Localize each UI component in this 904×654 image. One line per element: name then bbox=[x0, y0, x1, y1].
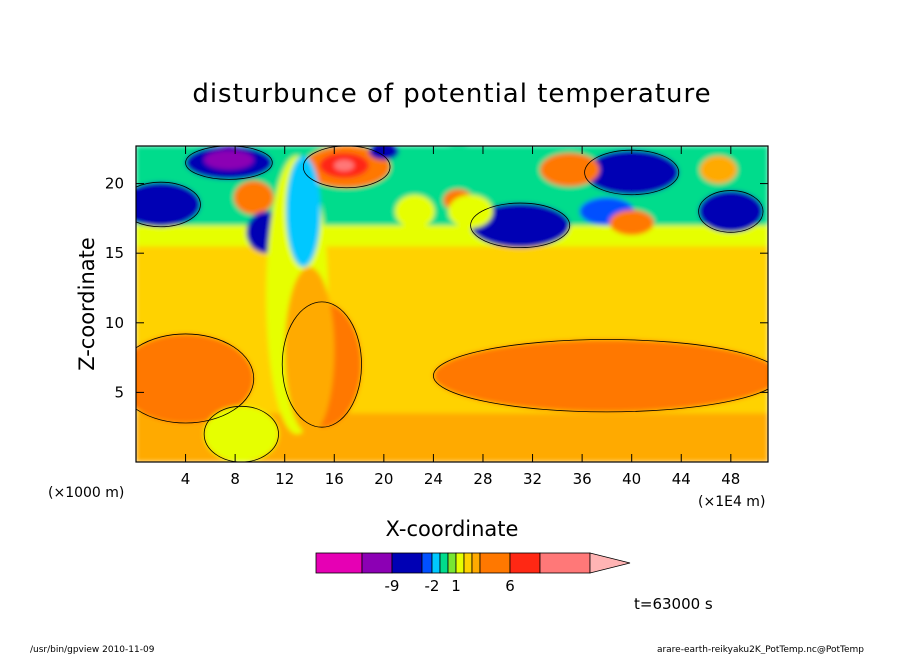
colorbar-segment bbox=[361, 552, 393, 574]
field-blob bbox=[136, 182, 201, 227]
field-blob bbox=[699, 155, 738, 184]
colorbar-segment bbox=[471, 552, 481, 574]
x-tick-label: 36 bbox=[573, 470, 592, 488]
colorbar-segment bbox=[391, 552, 423, 574]
colorbar-segment bbox=[509, 552, 541, 574]
field-blob bbox=[484, 208, 544, 234]
chart-title: disturbunce of potential temperature bbox=[192, 79, 711, 109]
colorbar-segment bbox=[315, 552, 363, 574]
contour-line bbox=[185, 146, 273, 180]
colorbar-segment bbox=[439, 552, 449, 574]
field-blob bbox=[334, 159, 355, 172]
colorbar-arrow bbox=[589, 552, 631, 574]
footer-file-name: arare-earth-reikyaku2K_PotTemp.nc@PotTem… bbox=[657, 645, 864, 654]
field-blob bbox=[698, 190, 764, 233]
x-axis-ticks: 4 8 12 16 20 24 28 32 36 40 44 48 bbox=[181, 146, 740, 488]
contour-line bbox=[281, 301, 362, 428]
x-tick-label: 48 bbox=[721, 470, 740, 488]
colorbar-segment bbox=[447, 552, 457, 574]
colorbar-segment bbox=[455, 552, 465, 574]
contour-field bbox=[136, 146, 768, 462]
y-tick-label: 15 bbox=[105, 244, 124, 262]
field-blob bbox=[394, 194, 435, 229]
y-axis-label: Z-coordinate bbox=[75, 237, 99, 371]
field-blob bbox=[448, 194, 493, 229]
x-tick-label: 20 bbox=[374, 470, 393, 488]
x-unit-label: (×1000 m) bbox=[48, 485, 124, 501]
colorbar: -9 -2 1 6 bbox=[315, 552, 631, 595]
field-layers bbox=[136, 146, 768, 462]
x-tick-label: 4 bbox=[181, 470, 191, 488]
contour-line bbox=[698, 190, 764, 233]
colorbar-tick-label: -2 bbox=[425, 577, 440, 595]
x-tick-label: 24 bbox=[424, 470, 443, 488]
contour-lines bbox=[136, 146, 768, 462]
field-blob bbox=[584, 150, 679, 195]
x-tick-label: 28 bbox=[473, 470, 492, 488]
colorbar-segment bbox=[431, 552, 441, 574]
plot-frame bbox=[135, 145, 769, 463]
field-blob bbox=[204, 150, 254, 170]
field-blob bbox=[433, 146, 483, 173]
colorbar-segment bbox=[539, 552, 591, 574]
x-scale-label: (×1E4 m) bbox=[698, 494, 765, 510]
x-tick-label: 40 bbox=[622, 470, 641, 488]
x-axis-label: X-coordinate bbox=[386, 517, 519, 541]
time-label: t=63000 s bbox=[634, 595, 713, 613]
field-blob bbox=[321, 428, 446, 462]
x-tick-label: 12 bbox=[275, 470, 294, 488]
field-blob bbox=[609, 210, 654, 236]
contour-line bbox=[136, 333, 255, 424]
y-tick-label: 10 bbox=[105, 314, 124, 332]
field-blob bbox=[204, 406, 279, 462]
colorbar-tick-label: 1 bbox=[451, 577, 461, 595]
x-tick-label: 16 bbox=[325, 470, 344, 488]
colorbar-tick-label: -9 bbox=[385, 577, 400, 595]
y-axis-ticks: 5 10 15 20 bbox=[105, 175, 768, 401]
colorbar-segment bbox=[421, 552, 433, 574]
field-blob bbox=[285, 155, 321, 268]
y-tick-label: 5 bbox=[114, 383, 124, 401]
colorbar-segment bbox=[479, 552, 511, 574]
field-blob bbox=[539, 152, 600, 187]
contour-line bbox=[302, 146, 391, 189]
contour-line bbox=[470, 202, 571, 249]
footer-program-date: /usr/bin/gpview 2010-11-09 bbox=[30, 645, 155, 654]
colorbar-tick-label: 6 bbox=[505, 577, 515, 595]
contour-line bbox=[203, 405, 279, 462]
field-blob bbox=[136, 333, 254, 424]
field-blob bbox=[433, 339, 768, 412]
contour-line bbox=[433, 339, 768, 413]
field-blob bbox=[284, 267, 335, 435]
x-tick-label: 44 bbox=[672, 470, 691, 488]
x-tick-label: 32 bbox=[523, 470, 542, 488]
contour-line bbox=[136, 181, 201, 228]
y-tick-label: 20 bbox=[105, 175, 124, 193]
x-tick-label: 8 bbox=[230, 470, 240, 488]
field-blob bbox=[233, 180, 274, 215]
colorbar-segment bbox=[463, 552, 473, 574]
